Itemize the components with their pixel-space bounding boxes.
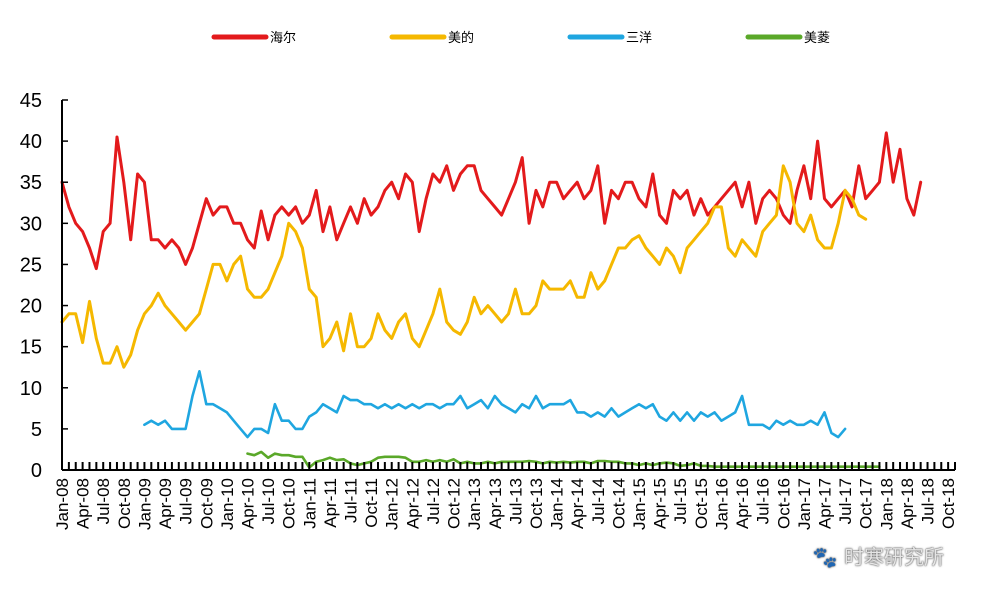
x-tick-label: Oct-08	[115, 478, 134, 529]
x-tick-label: Jul-08	[94, 478, 113, 524]
y-tick-label: 5	[31, 419, 42, 441]
x-tick-label: Jan-17	[795, 478, 814, 530]
x-tick-label: Jan-15	[630, 478, 649, 530]
x-tick-label: Apr-09	[156, 478, 175, 529]
x-tick-label: Apr-13	[486, 478, 505, 529]
y-tick-label: 10	[20, 378, 42, 400]
y-tick-label: 40	[20, 131, 42, 153]
x-tick-label: Jan-11	[300, 478, 319, 529]
x-tick-label: Oct-14	[609, 478, 628, 529]
x-tick-label: Oct-12	[445, 478, 464, 529]
x-tick-label: Jul-14	[589, 478, 608, 524]
x-tick-label: Jul-17	[836, 478, 855, 524]
x-tick-label: Jul-12	[424, 478, 443, 524]
x-tick-label: Jan-18	[877, 478, 896, 530]
x-tick-label: Jul-16	[754, 478, 773, 524]
x-tick-label: Oct-09	[197, 478, 216, 529]
y-tick-label: 45	[20, 90, 42, 112]
legend-label: 美菱	[804, 31, 830, 46]
legend: 海尔 美的 三洋 美菱	[211, 30, 830, 46]
x-tick-label: Apr-18	[898, 478, 917, 529]
x-tick-label: Jan-08	[53, 478, 72, 530]
x-tick-label: Apr-16	[733, 478, 752, 529]
x-tick-label: Oct-18	[939, 478, 958, 529]
legend-label: 美的	[448, 30, 474, 46]
series-line-2	[143, 369, 847, 439]
x-tick-label: Jul-09	[177, 478, 196, 524]
x-tick-label: Apr-08	[74, 478, 93, 529]
x-tick-label: Oct-13	[527, 478, 546, 529]
x-tick-label: Jan-10	[218, 478, 237, 530]
series-line-3	[246, 450, 881, 469]
x-tick-label: Jul-15	[671, 478, 690, 524]
x-tick-label: Apr-17	[815, 478, 834, 529]
legend-label: 海尔	[270, 31, 296, 46]
x-tick-label: Oct-15	[692, 478, 711, 529]
x-tick-label: Jul-10	[259, 478, 278, 524]
x-tick-label: Oct-11	[362, 478, 381, 528]
y-tick-label: 0	[31, 460, 42, 482]
x-tick-label: Jan-16	[712, 478, 731, 530]
x-tick-label: Apr-14	[568, 478, 587, 529]
watermark: 🐾 时寒研究所	[812, 545, 944, 569]
y-tick-label: 35	[20, 172, 42, 194]
y-tick-label: 20	[20, 296, 42, 318]
x-tick-label: Jan-12	[383, 478, 402, 530]
x-tick-label: Oct-17	[857, 478, 876, 529]
series-line-1	[60, 164, 868, 369]
x-tick-label: Jul-11	[342, 478, 361, 523]
plot-area	[60, 131, 923, 469]
x-tick-label: Apr-15	[651, 478, 670, 529]
x-tick-label: Apr-12	[403, 478, 422, 529]
y-tick-label: 30	[20, 213, 42, 235]
x-tick-label: Jan-09	[135, 478, 154, 530]
x-tick-label: Apr-11	[321, 478, 340, 528]
x-tick-label: Jan-13	[465, 478, 484, 530]
legend-label: 三洋	[626, 31, 652, 46]
x-tick-label: Jan-14	[548, 478, 567, 530]
y-tick-label: 15	[20, 337, 42, 359]
x-tick-label: Oct-10	[280, 478, 299, 529]
x-tick-label: Oct-16	[774, 478, 793, 529]
x-tick-label: Jul-18	[919, 478, 938, 524]
x-tick-label: Apr-10	[238, 478, 257, 529]
y-tick-label: 25	[20, 254, 42, 276]
x-tick-label: Jul-13	[506, 478, 525, 524]
